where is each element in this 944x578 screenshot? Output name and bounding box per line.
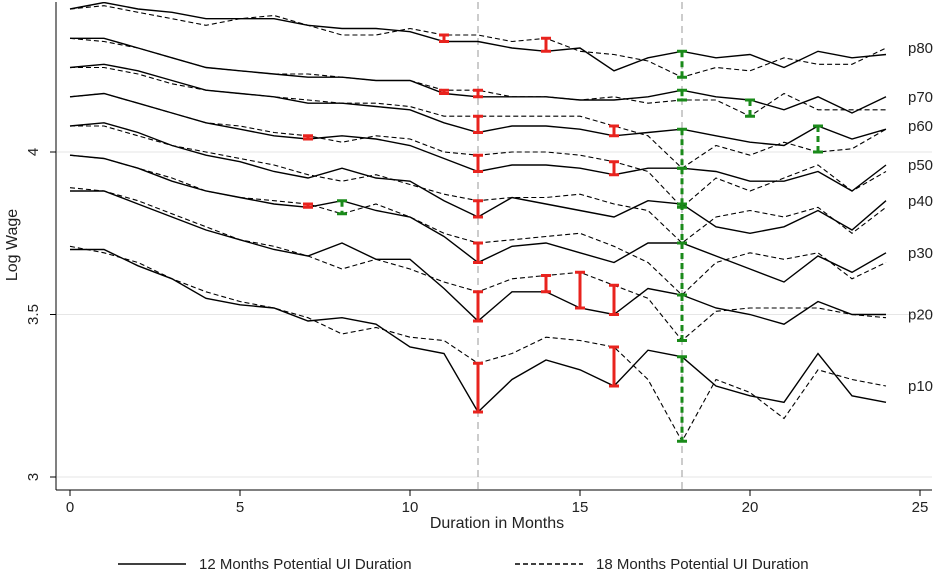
series-label-p20: p20 <box>908 307 933 324</box>
significance-marker-p70-x12 <box>473 88 483 99</box>
significance-marker-p70-x20 <box>745 98 755 118</box>
significance-marker-p10-x18 <box>677 355 687 443</box>
series-label-p70: p70 <box>908 89 933 106</box>
significance-marker-p50-x7 <box>303 134 313 141</box>
x-tick-label: 20 <box>742 499 759 516</box>
significance-marker-p10-x12 <box>473 361 483 414</box>
axes: 3 3.5 4 0 5 10 15 20 25 <box>25 2 932 516</box>
series-label-p40: p40 <box>908 193 933 210</box>
grid-layer <box>57 151 932 478</box>
series-label-p30: p30 <box>908 245 933 262</box>
legend: 12 Months Potential UI Duration 18 Month… <box>118 556 809 573</box>
x-axis-title: Duration in Months <box>430 515 564 532</box>
significance-marker-p80-x11 <box>439 33 449 43</box>
significance-marker-p70-x11 <box>439 88 449 95</box>
significance-marker-p20-x16 <box>609 283 619 316</box>
series-label-p80: p80 <box>908 40 933 57</box>
significance-marker-p40-x12 <box>473 199 483 219</box>
significance-marker-p20-x18 <box>677 293 687 342</box>
y-tick-label: 3.5 <box>25 304 42 325</box>
series-line-p80-ui12 <box>69 2 887 72</box>
y-tick-label: 3 <box>25 473 42 481</box>
significance-marker-p30-x12 <box>473 241 483 264</box>
significance-marker-p60-x18 <box>677 127 687 170</box>
significance-marker-p60-x12 <box>473 114 483 134</box>
legend-label-ui18: 18 Months Potential UI Duration <box>596 556 809 573</box>
significance-marker-p10-x16 <box>609 345 619 388</box>
x-tick-label: 25 <box>912 499 929 516</box>
x-tick-label: 15 <box>572 499 589 516</box>
x-tick-label: 5 <box>236 499 244 516</box>
significance-marker-p80-x18 <box>677 49 687 79</box>
y-tick-label: 4 <box>25 148 42 156</box>
x-tick-label: 10 <box>402 499 419 516</box>
significance-marker-p50-x16 <box>609 160 619 177</box>
significance-marker-p20-x15 <box>575 270 585 310</box>
reference-vlines <box>477 2 683 489</box>
significance-marker-p20-x12 <box>473 290 483 323</box>
significance-marker-p60-x16 <box>609 124 619 138</box>
significance-markers <box>303 33 823 443</box>
x-tick-label: 0 <box>66 499 74 516</box>
legend-label-ui12: 12 Months Potential UI Duration <box>199 556 412 573</box>
series-label-p60: p60 <box>908 118 933 135</box>
y-axis-title: Log Wage <box>4 209 21 281</box>
significance-marker-p70-x18 <box>677 88 687 102</box>
significance-marker-p30-x18 <box>677 241 687 297</box>
series-labels: p10 p20 p30 p40 p50 p60 p70 p80 <box>908 40 933 395</box>
significance-marker-p80-x14 <box>541 36 551 53</box>
significance-marker-p30-x8 <box>337 199 347 216</box>
series-label-p10: p10 <box>908 378 933 395</box>
series-label-p50: p50 <box>908 157 933 174</box>
significance-marker-p20-x14 <box>541 274 551 294</box>
significance-marker-p50-x12 <box>473 153 483 173</box>
significance-marker-p30-x7 <box>303 202 313 209</box>
series-line-p80-ui18 <box>69 5 887 78</box>
significance-marker-p60-x22 <box>813 124 823 154</box>
